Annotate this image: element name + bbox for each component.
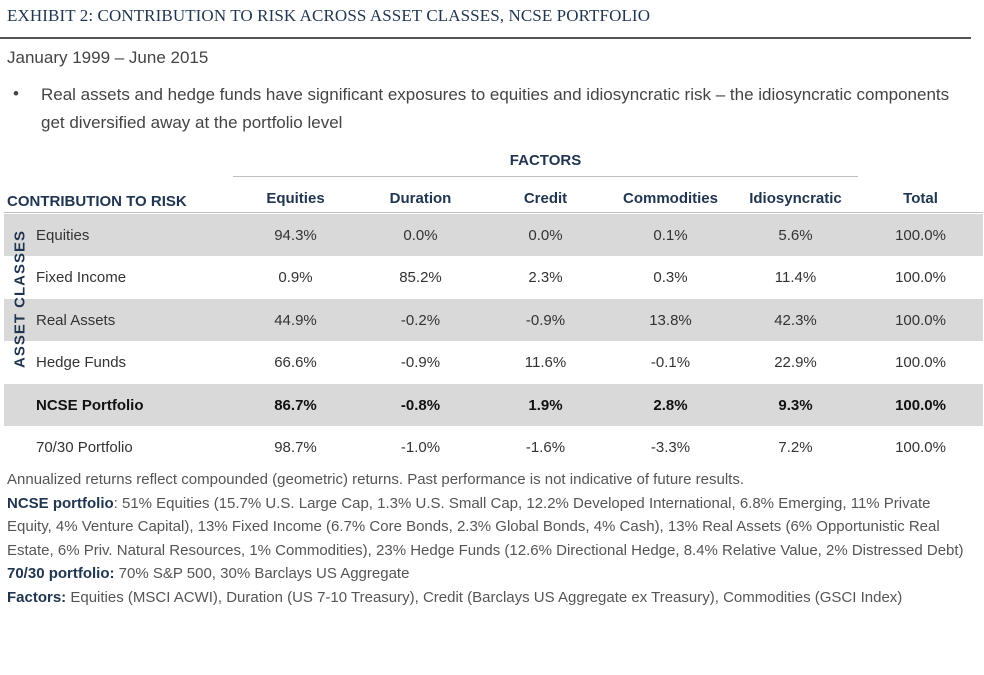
- cell-total: 100.0%: [895, 268, 946, 286]
- row-label: Equities: [36, 226, 90, 244]
- cell-total: 100.0%: [895, 353, 946, 371]
- cell-commodities: -0.1%: [650, 353, 691, 371]
- asset-classes-label: ASSET CLASSES: [11, 229, 29, 369]
- cell-credit: -1.6%: [525, 438, 566, 456]
- cell-duration: -0.8%: [400, 396, 441, 414]
- footnote-factors-label: Factors:: [7, 588, 67, 606]
- column-header-commodities: Commodities: [622, 190, 718, 207]
- header-divider: [4, 212, 983, 213]
- column-header-total: Total: [903, 190, 938, 207]
- cell-commodities: 0.1%: [653, 226, 688, 244]
- column-header-duration: Duration: [389, 190, 452, 207]
- cell-duration: -0.9%: [400, 353, 441, 371]
- cell-total: 100.0%: [895, 438, 946, 456]
- row-label: NCSE Portfolio: [36, 396, 144, 414]
- footnote-factors: Factors: Equities (MSCI ACWI), Duration …: [7, 586, 977, 610]
- cell-idiosyncratic: 22.9%: [774, 353, 817, 371]
- cell-credit: 1.9%: [528, 396, 563, 414]
- cell-credit: -0.9%: [525, 311, 566, 329]
- table-row-70-30-portfolio: 70/30 Portfolio 98.7% -1.0% -1.6% -3.3% …: [4, 426, 983, 468]
- table-row-fixed-income: Fixed Income 0.9% 85.2% 2.3% 0.3% 11.4% …: [4, 256, 983, 298]
- row-label: Hedge Funds: [36, 353, 127, 371]
- cell-commodities: 13.8%: [649, 311, 692, 329]
- footnote-ncse-label: NCSE portfolio: [7, 494, 114, 512]
- title-divider: [0, 37, 971, 39]
- cell-equities: 0.9%: [278, 268, 313, 286]
- cell-total: 100.0%: [895, 396, 946, 414]
- factors-divider: [233, 176, 858, 177]
- cell-idiosyncratic: 7.2%: [778, 438, 813, 456]
- cell-idiosyncratic: 42.3%: [774, 311, 817, 329]
- cell-equities: 86.7%: [274, 396, 317, 414]
- row-label: Fixed Income: [36, 268, 127, 286]
- cell-credit: 0.0%: [528, 226, 563, 244]
- footnote-70-30-label: 70/30 portfolio:: [7, 565, 115, 583]
- footnote-70-30: 70/30 portfolio: 70% S&P 500, 30% Barcla…: [7, 562, 977, 586]
- contribution-to-risk-label: CONTRIBUTION TO RISK: [7, 193, 187, 210]
- cell-commodities: 2.8%: [653, 396, 688, 414]
- cell-idiosyncratic: 11.4%: [774, 268, 817, 286]
- cell-duration: 85.2%: [399, 268, 442, 286]
- cell-duration: 0.0%: [403, 226, 438, 244]
- footnote-disclaimer: Annualized returns reflect compounded (g…: [7, 471, 745, 488]
- cell-credit: 11.6%: [524, 353, 567, 371]
- footnote-ncse-text: : 51% Equities (15.7% U.S. Large Cap, 1.…: [7, 494, 964, 559]
- cell-equities: 98.7%: [274, 438, 317, 456]
- cell-equities: 66.6%: [274, 353, 317, 371]
- cell-idiosyncratic: 9.3%: [778, 396, 813, 414]
- table-row-ncse-portfolio: NCSE Portfolio 86.7% -0.8% 1.9% 2.8% 9.3…: [4, 384, 983, 426]
- footnote-70-30-text: 70% S&P 500, 30% Barclays US Aggregate: [114, 565, 410, 583]
- column-header-credit: Credit: [523, 190, 568, 207]
- cell-equities: 44.9%: [274, 311, 317, 329]
- cell-credit: 2.3%: [528, 268, 563, 286]
- table-row-real-assets: Real Assets 44.9% -0.2% -0.9% 13.8% 42.3…: [4, 299, 983, 341]
- cell-idiosyncratic: 5.6%: [778, 226, 813, 244]
- cell-duration: -0.2%: [400, 311, 441, 329]
- cell-duration: -1.0%: [400, 438, 441, 456]
- cell-total: 100.0%: [895, 226, 946, 244]
- row-label: Real Assets: [36, 311, 116, 329]
- bullet-text: Real assets and hedge funds have signifi…: [41, 85, 950, 132]
- table-row-equities: Equities 94.3% 0.0% 0.0% 0.1% 5.6% 100.0…: [4, 214, 983, 256]
- cell-equities: 94.3%: [274, 226, 317, 244]
- cell-commodities: -3.3%: [650, 438, 691, 456]
- cell-commodities: 0.3%: [653, 268, 688, 286]
- exhibit-title: EXHIBIT 2: CONTRIBUTION TO RISK ACROSS A…: [7, 6, 651, 25]
- bullet-icon: •: [13, 84, 19, 103]
- footnote-factors-text: Equities (MSCI ACWI), Duration (US 7-10 …: [66, 588, 903, 606]
- footnotes: Annualized returns reflect compounded (g…: [7, 468, 977, 610]
- column-header-idiosyncratic: Idiosyncratic: [749, 190, 842, 207]
- row-label: 70/30 Portfolio: [36, 438, 133, 456]
- factors-header: FACTORS: [509, 152, 582, 169]
- footnote-ncse: NCSE portfolio: 51% Equities (15.7% U.S.…: [7, 492, 977, 563]
- cell-total: 100.0%: [895, 311, 946, 329]
- column-header-equities: Equities: [266, 190, 325, 207]
- table-row-hedge-funds: Hedge Funds 66.6% -0.9% 11.6% -0.1% 22.9…: [4, 341, 983, 383]
- period-subtitle: January 1999 – June 2015: [7, 48, 209, 67]
